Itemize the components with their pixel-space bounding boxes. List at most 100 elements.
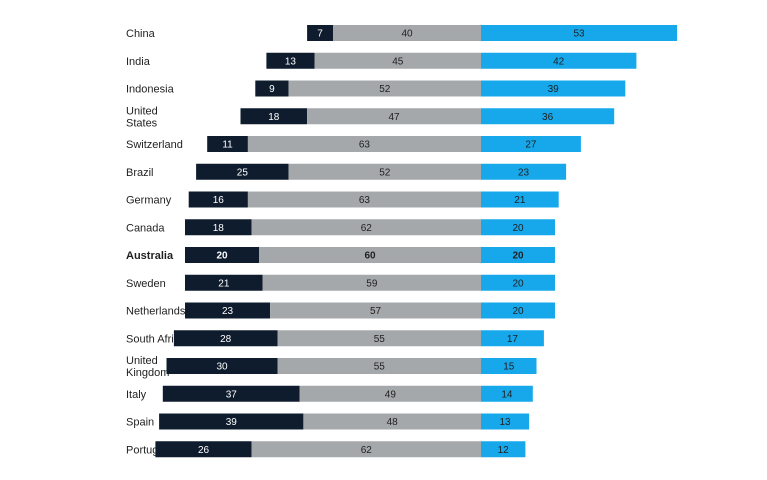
bar-segment-italy-1 <box>162 385 300 402</box>
category-label-indonesia: Indonesia <box>126 84 175 96</box>
category-label-sweden: Sweden <box>126 278 166 290</box>
bar-segment-australia-3 <box>481 247 555 263</box>
bar-segment-italy-3 <box>481 385 533 402</box>
value-label-sweden-1: 21 <box>218 278 230 289</box>
category-label-canada: Canada <box>126 222 165 234</box>
category-label-china: China <box>126 28 156 40</box>
category-label-united-kingdom: United Kingdom <box>126 355 169 379</box>
bar-segment-south-africa-3 <box>481 330 544 347</box>
value-label-united-kingdom-2: 55 <box>374 362 386 373</box>
bar-segment-switzerland-3 <box>481 136 581 152</box>
value-label-germany-2: 63 <box>359 195 371 206</box>
value-label-india-3: 42 <box>553 56 565 67</box>
bar-segment-china-3 <box>481 25 678 41</box>
bar-segment-brazil-1 <box>196 163 289 180</box>
value-label-south-africa-2: 55 <box>374 334 386 345</box>
value-label-sweden-3: 20 <box>512 278 524 289</box>
value-label-spain-2: 48 <box>387 417 399 428</box>
bar-segment-spain-3 <box>481 413 530 430</box>
category-label-spain: Spain <box>126 417 154 429</box>
bar-segment-switzerland-1 <box>207 136 248 152</box>
value-label-india-2: 45 <box>392 56 404 67</box>
value-label-germany-1: 16 <box>213 195 225 206</box>
bar-segment-canada-2 <box>251 219 481 236</box>
bar-segment-portugal-1 <box>155 441 252 458</box>
value-label-italy-2: 49 <box>385 389 397 400</box>
bar-segment-united-kingdom-3 <box>481 358 537 374</box>
value-label-canada-2: 62 <box>361 223 373 234</box>
bar-segment-spain-1 <box>159 413 304 430</box>
bar-segment-south-africa-1 <box>173 330 278 347</box>
bar-segment-sweden-2 <box>262 274 481 291</box>
bar-segment-portugal-2 <box>251 441 481 458</box>
value-label-china-3: 53 <box>573 29 585 40</box>
bar-segment-spain-2 <box>303 413 481 430</box>
value-label-united-states-2: 47 <box>388 112 400 123</box>
value-label-indonesia-3: 39 <box>548 84 560 95</box>
value-label-portugal-3: 12 <box>498 445 510 456</box>
bar-segment-united-states-1 <box>240 108 308 125</box>
value-label-united-states-3: 36 <box>542 112 554 123</box>
value-label-switzerland-1: 11 <box>222 140 233 151</box>
value-label-netherlands-2: 57 <box>370 306 382 317</box>
bar-segment-netherlands-1 <box>185 302 271 319</box>
bar-segment-brazil-3 <box>481 163 567 180</box>
category-label-germany: Germany <box>126 195 172 207</box>
bar-segment-netherlands-2 <box>270 302 481 319</box>
value-label-united-kingdom-1: 30 <box>216 362 228 373</box>
value-label-china-2: 40 <box>401 29 413 40</box>
value-label-netherlands-3: 20 <box>512 306 524 317</box>
category-label-brazil: Brazil <box>126 167 154 179</box>
category-label-italy: Italy <box>126 389 147 401</box>
bar-segment-germany-1 <box>188 191 248 208</box>
bar-segment-italy-2 <box>299 385 481 402</box>
value-label-australia-1: 20 <box>216 251 228 262</box>
value-label-sweden-2: 59 <box>366 278 378 289</box>
value-label-spain-1: 39 <box>226 417 238 428</box>
bar-segment-india-3 <box>481 52 637 69</box>
value-label-indonesia-2: 52 <box>379 84 391 95</box>
bar-segment-brazil-2 <box>288 163 481 180</box>
bar-segment-germany-2 <box>247 191 481 208</box>
bar-segment-germany-3 <box>481 191 559 208</box>
category-label-australia: Australia <box>126 250 174 262</box>
category-label-united-states: United States <box>126 105 158 129</box>
bar-segment-india-2 <box>314 52 481 69</box>
bar-segment-canada-1 <box>185 219 252 236</box>
value-label-brazil-2: 52 <box>379 167 391 178</box>
bar-segment-canada-3 <box>481 219 555 236</box>
category-label-switzerland: Switzerland <box>126 139 183 151</box>
category-label-south-africa: South Africa <box>126 333 186 345</box>
value-label-brazil-3: 23 <box>518 167 530 178</box>
value-label-portugal-1: 26 <box>198 445 210 456</box>
bar-segment-united-kingdom-1 <box>166 358 278 374</box>
bar-segment-south-africa-2 <box>277 330 481 347</box>
bar-segment-australia-2 <box>259 247 481 263</box>
value-label-south-africa-1: 28 <box>220 334 232 345</box>
bar-segment-portugal-3 <box>481 441 526 458</box>
value-label-italy-3: 14 <box>501 389 513 400</box>
category-label-india: India <box>126 56 151 68</box>
value-label-switzerland-3: 27 <box>525 140 537 151</box>
value-label-south-africa-3: 17 <box>507 334 519 345</box>
value-label-spain-3: 13 <box>499 417 511 428</box>
bar-segment-china-1 <box>307 25 333 41</box>
value-label-portugal-2: 62 <box>361 445 373 456</box>
value-label-switzerland-2: 63 <box>359 140 371 151</box>
bar-segment-switzerland-2 <box>247 136 481 152</box>
value-label-italy-1: 37 <box>226 389 238 400</box>
bar-segment-united-states-3 <box>481 108 615 125</box>
value-label-united-states-1: 18 <box>268 112 280 123</box>
bar-segment-netherlands-3 <box>481 302 555 319</box>
value-label-brazil-1: 25 <box>237 167 249 178</box>
value-label-united-kingdom-3: 15 <box>503 362 515 373</box>
bar-segment-india-1 <box>266 52 315 69</box>
category-label-netherlands: Netherlands <box>126 306 186 318</box>
bar-segment-united-kingdom-2 <box>277 358 481 374</box>
bar-segment-united-states-2 <box>307 108 481 125</box>
bar-segment-sweden-3 <box>481 274 555 291</box>
value-label-china-1: 7 <box>317 29 323 40</box>
bar-segment-indonesia-2 <box>288 80 481 97</box>
bar-segment-australia-1 <box>185 247 259 263</box>
